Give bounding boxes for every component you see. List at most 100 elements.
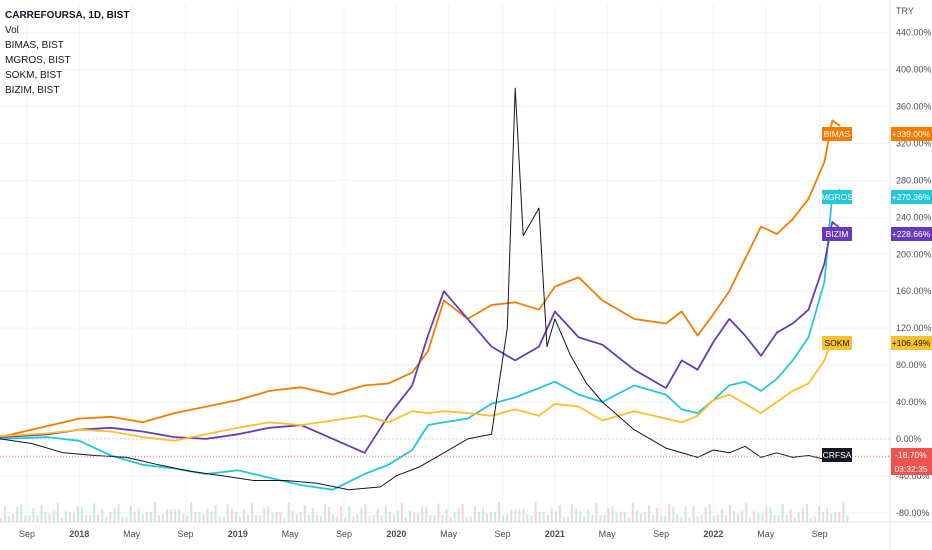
volume-bar xyxy=(664,515,667,522)
volume-bar xyxy=(121,517,124,522)
volume-bar xyxy=(724,515,727,522)
volume-bar xyxy=(749,517,752,522)
volume-bar xyxy=(753,510,756,522)
volume-bar xyxy=(761,513,764,522)
x-tick-label: 2020 xyxy=(386,529,406,539)
volume-bar xyxy=(166,509,169,522)
volume-bar xyxy=(672,506,675,522)
volume-bar xyxy=(56,502,59,522)
x-tick-label: 2022 xyxy=(703,529,723,539)
volume-bar xyxy=(477,511,480,522)
volume-bar xyxy=(129,505,132,522)
volume-bar xyxy=(461,503,464,522)
volume-bar xyxy=(822,511,825,522)
volume-bar xyxy=(729,504,731,522)
volume-bar xyxy=(392,513,395,522)
y-tick-label: 240.00% xyxy=(896,212,932,222)
volume-bar xyxy=(542,511,545,522)
volume-bar xyxy=(324,504,326,522)
volume-bar xyxy=(716,514,719,522)
volume-bar xyxy=(279,511,282,522)
x-tick-label: Sep xyxy=(19,529,35,539)
legend-entry: BIMAS, BIST xyxy=(5,40,64,51)
volume-bar xyxy=(490,512,493,522)
series-line-bizim xyxy=(0,221,841,454)
volume-bar xyxy=(384,505,387,522)
volume-bar xyxy=(32,508,35,522)
volume-bar xyxy=(234,511,237,522)
volume-bar xyxy=(72,512,75,522)
volume-bar xyxy=(838,512,841,522)
volume-bar xyxy=(830,513,833,522)
y-tick-label: 400.00% xyxy=(896,65,932,75)
x-tick-label: May xyxy=(757,529,775,539)
volume-bar xyxy=(437,503,440,522)
volume-bar xyxy=(741,511,744,522)
volume-bar xyxy=(425,507,428,522)
volume-bar xyxy=(291,510,294,522)
volume-bar xyxy=(623,511,626,522)
volume-bar xyxy=(469,516,472,522)
volume-bar xyxy=(368,515,371,522)
volume-bar xyxy=(571,504,574,522)
volume-bar xyxy=(247,514,250,522)
volume-bar xyxy=(243,509,245,522)
x-tick-label: 2019 xyxy=(228,529,248,539)
y-tick-label: 160.00% xyxy=(896,286,932,296)
y-tick-label: 280.00% xyxy=(896,175,932,185)
volume-bar xyxy=(712,515,715,522)
volume-bar xyxy=(413,512,416,522)
volume-bar xyxy=(615,512,618,522)
volume-bar xyxy=(510,509,513,522)
volume-bar xyxy=(579,511,582,522)
volume-bar xyxy=(567,517,569,522)
volume-bar xyxy=(76,506,79,522)
volume-bar xyxy=(826,508,829,522)
volume-bar xyxy=(40,505,43,522)
volume-bar xyxy=(8,516,11,522)
volume-bar xyxy=(498,502,501,522)
volume-bar xyxy=(769,506,772,522)
volume-bar xyxy=(113,508,116,522)
y-tick-label: 40.00% xyxy=(896,397,927,407)
badge-value-bg-crfsa xyxy=(891,448,932,462)
volume-bar xyxy=(352,516,355,522)
volume-bar xyxy=(194,511,197,522)
volume-bar xyxy=(202,514,205,522)
volume-bar xyxy=(218,517,221,522)
volume-bar xyxy=(449,517,452,522)
volume-bar xyxy=(287,502,290,522)
volume-bar xyxy=(554,511,557,522)
volume-bar xyxy=(198,511,201,522)
volume-bar xyxy=(805,503,808,522)
badge-value-bg-sokm xyxy=(891,336,932,350)
volume-bar xyxy=(562,517,565,522)
volume-bar xyxy=(502,515,505,522)
volume-bar xyxy=(20,504,23,522)
volume-bar xyxy=(627,517,630,522)
volume-bar xyxy=(441,514,444,522)
y-tick-label: -40.00% xyxy=(896,471,930,481)
volume-bar xyxy=(344,517,347,522)
volume-bar xyxy=(222,517,225,522)
volume-bar xyxy=(583,516,586,522)
volume-bar xyxy=(303,505,306,522)
volume-bar xyxy=(473,505,476,522)
volume-bar xyxy=(125,516,128,522)
x-tick-label: 2021 xyxy=(545,529,565,539)
volume-bar xyxy=(64,511,67,522)
volume-bar xyxy=(157,515,160,522)
y-tick-label: 320.00% xyxy=(896,138,932,148)
volume-bar xyxy=(652,514,655,522)
y-tick-label: 200.00% xyxy=(896,249,932,259)
legend-entry: BIZIM, BIST xyxy=(5,85,59,96)
volume-bar xyxy=(405,517,407,522)
volume-bar xyxy=(680,517,683,522)
volume-bar xyxy=(12,514,15,522)
volume-bar xyxy=(757,512,760,522)
x-tick-label: May xyxy=(123,529,141,539)
volume-bar xyxy=(190,502,193,522)
volume-bar xyxy=(417,513,420,522)
